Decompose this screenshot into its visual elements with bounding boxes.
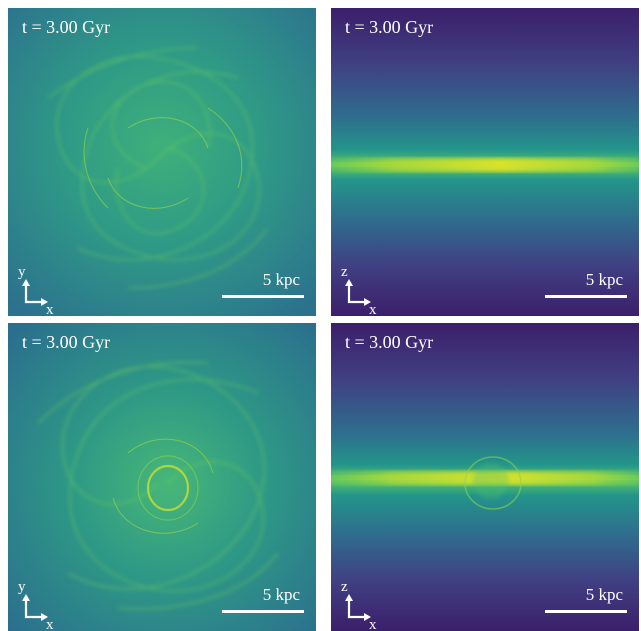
axes-indicator: z x [339,262,387,314]
edge-on-gas-map [331,8,639,316]
face-on-gas-map [8,323,316,631]
time-label: t = 3.00 Gyr [22,332,111,352]
axis-vertical-label: y [18,579,26,595]
axis-vertical-label: y [18,264,26,280]
scale-bar [545,610,627,613]
panel-bottom-left: t = 3.00 Gyr 5 kpc y x [8,323,316,631]
scale-bar [222,295,304,298]
axes-indicator: z x [339,577,387,629]
axis-vertical-label: z [341,264,348,280]
panel-top-left: t = 3.00 Gyr 5 kpc y x [8,8,316,316]
panel-top-right: t = 3.00 Gyr 5 kpc z x [331,8,639,316]
scale-bar-label: 5 kpc [262,270,300,289]
time-label: t = 3.00 Gyr [345,17,434,37]
axis-horizontal-label: x [46,617,54,629]
axes-indicator: y x [16,262,64,314]
axis-horizontal-label: x [46,302,54,314]
time-label: t = 3.00 Gyr [22,17,111,37]
scale-bar [222,610,304,613]
scale-bar [545,295,627,298]
axis-horizontal-label: x [369,617,377,629]
time-label: t = 3.00 Gyr [345,332,434,352]
edge-on-gas-map [331,323,639,631]
scale-bar-label: 5 kpc [585,270,623,289]
axis-horizontal-label: x [369,302,377,314]
axis-vertical-label: z [341,579,348,595]
face-on-gas-map [8,8,316,316]
panel-bottom-right: t = 3.00 Gyr 5 kpc z x [331,323,639,631]
axes-indicator: y x [16,577,64,629]
scale-bar-label: 5 kpc [585,585,623,604]
scale-bar-label: 5 kpc [262,585,300,604]
